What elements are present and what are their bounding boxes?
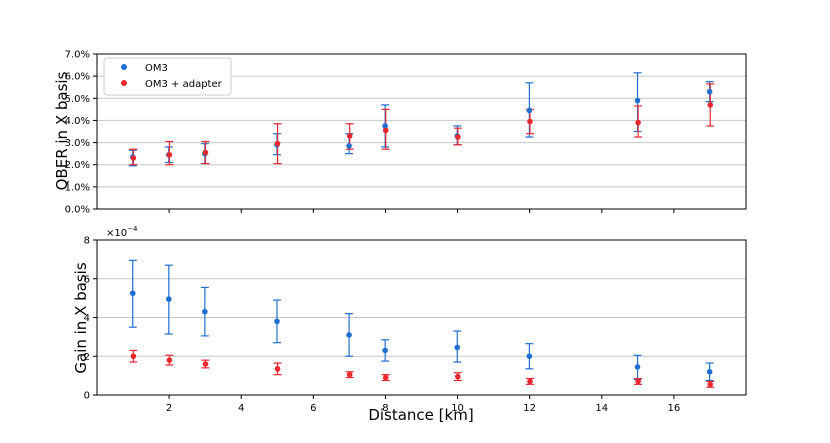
legend-entry-om3: OM3 [121,63,168,74]
gain-point-om3 [202,308,208,315]
gain-point-om3 [129,290,136,297]
qber-y-tick-label: 6.0% [65,72,90,83]
gain-point-om3-adapter [130,353,137,360]
qber-point-om3-adapter [707,102,714,108]
qber-point-om3 [634,97,641,104]
qber-point-om3 [526,107,533,114]
gain-point-om3 [274,318,280,325]
gain-y-tick-label: 0 [84,391,90,402]
qber-y-tick-label: 4.0% [65,116,90,127]
qber-point-om3-adapter [527,118,533,125]
legend: OM3 OM3 + adapter [103,57,232,96]
gain-y-axis-label: Gain in X basis [72,262,90,373]
qber-point-om3-adapter [635,119,641,126]
qber-y-tick-label: 2.0% [65,160,90,171]
gain-point-om3 [166,296,172,302]
x-axis-label: Distance [km] [368,406,473,424]
qber-panel: 0.0% 1.0% 2.0% 3.0% 4.0% 5.0% 6.0% 7.0% QBER in… [53,50,747,216]
qber-y-tick-label: 1.0% [65,182,90,193]
legend-box [103,57,232,96]
qber-point-om3-adapter [274,140,281,147]
gain-point-om3 [526,353,533,360]
legend-label-om3-adapter: OM3 + adapter [145,79,223,90]
gain-point-om3 [634,364,641,370]
gain-y-ticks: 0 2 4 6 8 [84,236,97,402]
gain-x-ticks: 2 4 6 8 10 12 14 16 [166,395,680,414]
gain-point-om3 [454,344,461,351]
gain-x-tick-label: 16 [668,403,681,414]
gain-x-tick-label: 4 [238,403,244,414]
gain-point-om3-adapter [527,378,533,385]
legend-marker-om3-adapter [121,80,127,86]
qber-y-ticks: 0.0% 1.0% 2.0% 3.0% 4.0% 5.0% 6.0% 7.0% [65,50,97,216]
qber-point-om3-adapter [346,133,353,139]
gain-point-om3-adapter [274,366,281,372]
gain-point-om3-adapter [455,373,461,380]
gain-point-om3-adapter [382,374,389,381]
gain-x-tick-label: 2 [166,403,172,414]
qber-y-axis-label: QBER in X basis [53,71,71,190]
qber-point-om3 [346,143,352,149]
qber-point-om3-adapter [130,155,137,161]
qber-y-tick-label: 0.0% [65,205,90,216]
qber-point-om3 [382,123,388,129]
legend-entry-om3-adapter: OM3 + adapter [121,79,223,90]
gain-point-om3-adapter [346,371,353,378]
gain-point-om3-adapter [635,378,641,385]
qber-y-tick-label: 5.0% [65,94,90,105]
gain-y-tick-label: 4 [84,313,90,324]
gain-panel: 0 2 4 6 8 2 4 6 8 10 12 14 16 Gain in X basis ×10−4… [72,225,747,424]
gain-x-tick-label: 8 [382,403,388,414]
gain-x-tick-label: 14 [595,403,608,414]
gain-y-tick-label: 6 [84,274,90,285]
qber-y-tick-label: 3.0% [65,138,90,149]
gain-x-tick-label: 6 [310,403,316,414]
gain-x-tick-label: 10 [451,403,464,414]
qber-point-om3-adapter [455,134,461,140]
qber-data-marks [128,72,715,167]
gain-point-om3 [706,368,713,375]
qber-point-om3-adapter [382,127,389,134]
qber-point-om3-adapter [202,149,209,156]
qber-point-om3 [706,88,713,95]
qber-x-ticks [168,209,675,213]
qber-axes-frame [96,53,747,210]
gain-y-tick-label: 8 [84,236,90,247]
gain-scale-exponent: −4 [127,225,138,233]
qber-y-tick-label: 7.0% [65,50,90,61]
gain-x-tick-label: 12 [523,403,536,414]
gain-point-om3 [346,332,352,338]
gain-point-om3 [382,347,388,354]
gain-y-tick-label: 2 [84,352,90,363]
gain-scale-base: ×10 [106,228,127,239]
gain-data-marks [128,259,715,388]
gain-point-om3-adapter [707,381,714,388]
legend-label-om3: OM3 [145,63,168,74]
qber-point-om3-adapter [166,151,173,158]
gain-point-om3-adapter [166,357,173,363]
gain-scale-label: ×10−4 [106,225,138,239]
legend-marker-om3 [121,64,127,70]
gain-point-om3-adapter [202,361,209,367]
